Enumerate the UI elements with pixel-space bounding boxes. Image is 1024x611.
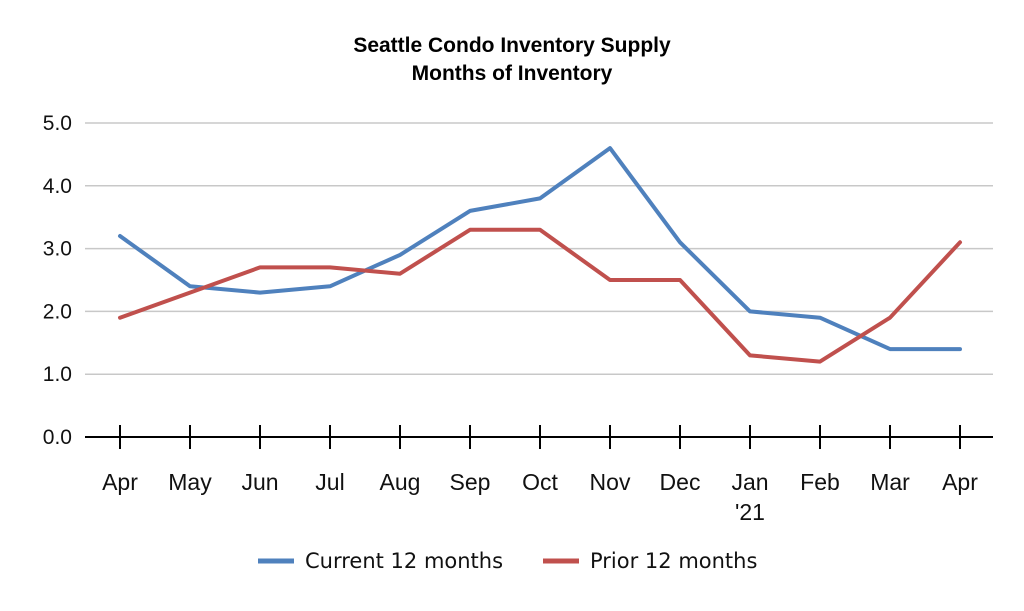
x-tick-label: Jun <box>241 469 278 495</box>
y-tick-label: 1.0 <box>43 363 72 386</box>
y-axis-ticks: 0.0 1.0 2.0 3.0 4.0 5.0 <box>43 112 72 449</box>
series-line-prior <box>118 227 962 364</box>
legend: Current 12 months Prior 12 months <box>258 549 757 573</box>
y-tick-label: 4.0 <box>43 175 72 198</box>
series-line-current <box>118 146 962 352</box>
x-tick-label: Jul <box>315 469 344 495</box>
y-tick-label: 5.0 <box>43 112 72 135</box>
y-tick-label: 0.0 <box>43 426 72 449</box>
chart-title: Seattle Condo Inventory Supply <box>353 34 671 57</box>
legend-label: Current 12 months <box>305 549 503 573</box>
legend-label: Prior 12 months <box>590 549 757 573</box>
x-tick-label: Nov <box>590 469 631 495</box>
x-axis-ticks: Apr May Jun Jul Aug Sep Oct Nov Dec Jan '21 Feb Mar A… <box>102 469 978 525</box>
x-tick-label: Aug <box>380 469 421 495</box>
x-tick-label: Oct <box>522 469 558 495</box>
x-tick-label: May <box>168 469 212 495</box>
x-tick-label: Apr <box>942 469 978 495</box>
series-lines <box>118 146 962 364</box>
x-tick-label: Apr <box>102 469 138 495</box>
x-tick-label: Sep <box>450 469 491 495</box>
x-tick-label: Feb <box>800 469 840 495</box>
y-tick-label: 3.0 <box>43 238 72 261</box>
y-tick-label: 2.0 <box>43 300 72 323</box>
x-tick-label: Dec <box>660 469 701 495</box>
gridlines <box>85 122 993 375</box>
x-tick-label: Jan '21 <box>731 469 768 525</box>
x-tick-label: Mar <box>870 469 910 495</box>
chart-subtitle: Months of Inventory <box>411 62 613 85</box>
x-axis <box>85 425 993 449</box>
